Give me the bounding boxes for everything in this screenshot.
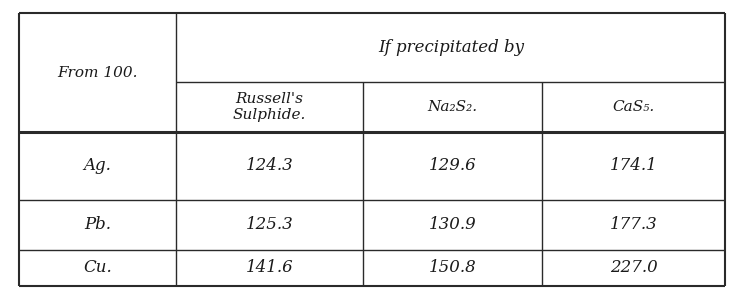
Text: 124.3: 124.3 (246, 158, 294, 174)
Text: 141.6: 141.6 (246, 259, 294, 276)
Text: 227.0: 227.0 (609, 259, 658, 276)
Text: Cu.: Cu. (83, 259, 112, 276)
Text: Pb.: Pb. (84, 216, 111, 234)
Text: 150.8: 150.8 (429, 259, 476, 276)
Text: CaS₅.: CaS₅. (612, 100, 655, 114)
Text: 129.6: 129.6 (429, 158, 476, 174)
Text: From 100.: From 100. (57, 65, 138, 80)
Text: 177.3: 177.3 (609, 216, 658, 234)
Text: Ag.: Ag. (83, 158, 112, 174)
Text: 130.9: 130.9 (429, 216, 476, 234)
Text: 174.1: 174.1 (609, 158, 658, 174)
Text: Na₂S₂.: Na₂S₂. (427, 100, 478, 114)
Text: 125.3: 125.3 (246, 216, 294, 234)
Text: Russell's
Sulphide.: Russell's Sulphide. (233, 92, 307, 122)
Text: If precipitated by: If precipitated by (378, 39, 524, 56)
